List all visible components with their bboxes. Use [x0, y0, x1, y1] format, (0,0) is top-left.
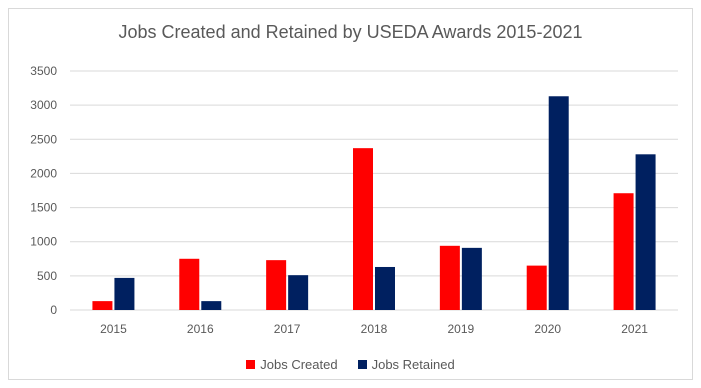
bar-jobs-created-2018	[353, 148, 373, 310]
y-tick-label: 0	[50, 303, 57, 317]
legend-label-jobs-created: Jobs Created	[260, 357, 338, 372]
bar-jobs-retained-2018	[375, 266, 395, 310]
legend: Jobs Created Jobs Retained	[0, 357, 701, 372]
bar-jobs-created-2020	[526, 265, 547, 310]
bars	[92, 96, 656, 310]
bar-jobs-created-2021	[613, 193, 634, 310]
legend-item-jobs-created: Jobs Created	[246, 357, 338, 372]
bar-jobs-retained-2021	[635, 154, 656, 310]
bar-jobs-retained-2017	[288, 275, 309, 310]
bar-jobs-created-2017	[266, 260, 287, 310]
x-tick-label: 2020	[534, 322, 561, 336]
bar-jobs-created-2019	[439, 245, 460, 310]
x-axis-tick-labels: 2015 2016 2017 2018 2019 2020 2021	[100, 322, 648, 336]
bar-jobs-retained-2019	[461, 247, 482, 310]
y-tick-label: 3500	[30, 64, 57, 78]
bar-jobs-created-2015	[92, 301, 113, 310]
bar-jobs-retained-2016	[201, 301, 222, 310]
gridlines	[70, 70, 678, 311]
bar-jobs-retained-2015	[114, 277, 135, 310]
y-tick-label: 500	[37, 269, 57, 283]
bar-jobs-retained-2020	[548, 96, 569, 310]
bar-jobs-created-2016	[179, 258, 200, 310]
y-axis-tick-labels: 0 500 1000 1500 2000 2500 3000 3500	[30, 64, 57, 317]
x-tick-label: 2017	[274, 322, 301, 336]
y-tick-label: 1500	[30, 201, 57, 215]
chart-frame	[8, 8, 693, 380]
y-tick-label: 2500	[30, 132, 57, 146]
y-tick-label: 3000	[30, 98, 57, 112]
legend-item-jobs-retained: Jobs Retained	[357, 357, 455, 372]
x-tick-label: 2016	[187, 322, 214, 336]
x-tick-label: 2018	[361, 322, 388, 336]
x-tick-label: 2019	[448, 322, 475, 336]
chart-title: Jobs Created and Retained by USEDA Award…	[118, 22, 583, 42]
x-tick-label: 2015	[100, 322, 127, 336]
x-tick-label: 2021	[621, 322, 648, 336]
legend-swatch-jobs-retained	[357, 360, 367, 369]
y-tick-label: 1000	[30, 235, 57, 249]
y-tick-label: 2000	[30, 166, 57, 180]
legend-label-jobs-retained: Jobs Retained	[371, 357, 455, 372]
legend-swatch-jobs-created	[246, 360, 256, 369]
